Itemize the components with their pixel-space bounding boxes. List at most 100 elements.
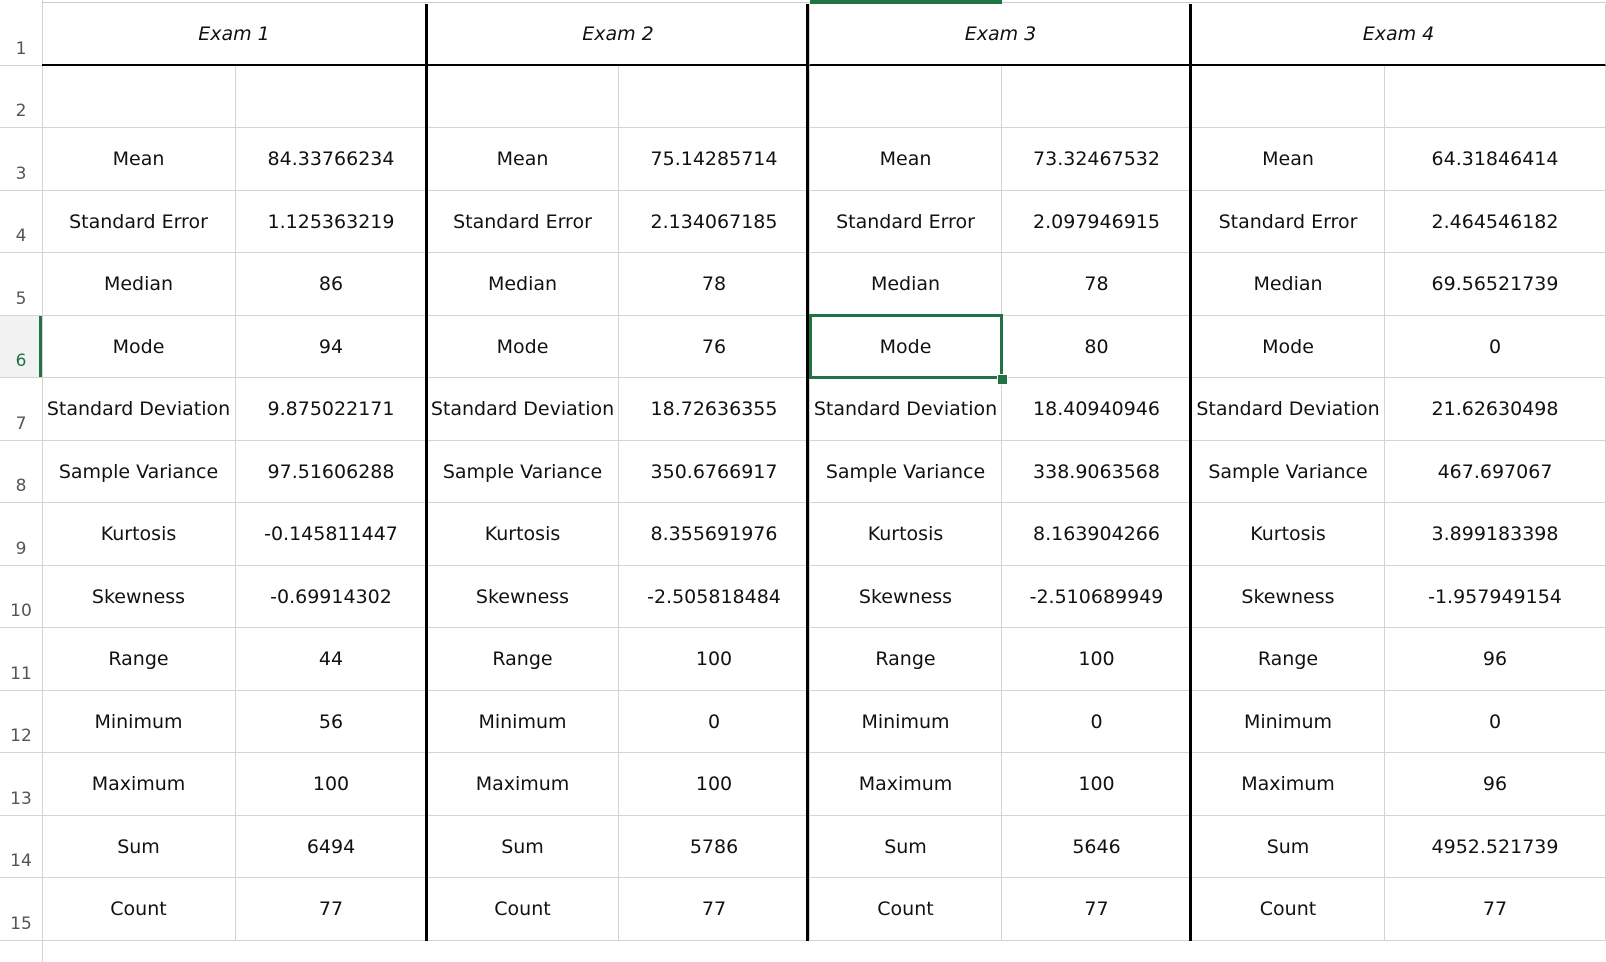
stat-value-cell[interactable]: 84.33766234: [236, 128, 427, 191]
stat-value-cell[interactable]: 69.56521739: [1385, 253, 1606, 316]
empty-cell[interactable]: [810, 66, 1002, 128]
stat-label-cell[interactable]: Mean: [810, 128, 1002, 191]
row-header-7[interactable]: 7: [0, 378, 42, 441]
stat-label-cell[interactable]: Sum: [42, 816, 236, 878]
row-header-6[interactable]: 6: [0, 316, 42, 378]
stat-value-cell[interactable]: -1.957949154: [1385, 566, 1606, 628]
stat-label-cell[interactable]: Sum: [427, 816, 619, 878]
stat-label-cell[interactable]: Standard Error: [810, 191, 1002, 253]
stat-label-cell[interactable]: Standard Deviation: [427, 378, 619, 441]
stat-value-cell[interactable]: 44: [236, 628, 427, 691]
stat-value-cell[interactable]: 2.464546182: [1385, 191, 1606, 253]
stat-value-cell[interactable]: -0.145811447: [236, 503, 427, 566]
stat-label-cell[interactable]: Kurtosis: [427, 503, 619, 566]
stat-value-cell[interactable]: 86: [236, 253, 427, 316]
stat-label-cell[interactable]: Sum: [1192, 816, 1385, 878]
stat-label-cell[interactable]: Skewness: [1192, 566, 1385, 628]
stat-value-cell[interactable]: 8.163904266: [1002, 503, 1192, 566]
stat-label-cell[interactable]: Maximum: [1192, 753, 1385, 816]
stat-value-cell[interactable]: 18.72636355: [619, 378, 810, 441]
stat-value-cell[interactable]: 100: [619, 753, 810, 816]
stat-value-cell[interactable]: 77: [619, 878, 810, 941]
row-header-15[interactable]: 15: [0, 878, 42, 941]
stat-label-cell[interactable]: Mean: [42, 128, 236, 191]
stat-label-cell[interactable]: Sample Variance: [1192, 441, 1385, 503]
stat-label-cell[interactable]: Count: [810, 878, 1002, 941]
stat-value-cell[interactable]: 6494: [236, 816, 427, 878]
stat-value-cell[interactable]: 21.62630498: [1385, 378, 1606, 441]
stat-label-cell[interactable]: Standard Deviation: [1192, 378, 1385, 441]
empty-cell[interactable]: [42, 66, 236, 128]
stat-label-cell[interactable]: Standard Deviation: [810, 378, 1002, 441]
stat-value-cell[interactable]: -2.510689949: [1002, 566, 1192, 628]
stat-label-cell[interactable]: Standard Error: [427, 191, 619, 253]
stat-label-cell[interactable]: Sample Variance: [42, 441, 236, 503]
stat-label-cell[interactable]: Standard Error: [42, 191, 236, 253]
stat-value-cell[interactable]: 1.125363219: [236, 191, 427, 253]
stat-value-cell[interactable]: 76: [619, 316, 810, 378]
stat-label-cell[interactable]: Minimum: [810, 691, 1002, 753]
exam-header-2[interactable]: Exam 2: [427, 4, 810, 66]
empty-cell[interactable]: [236, 66, 427, 128]
row-header-8[interactable]: 8: [0, 441, 42, 503]
stat-label-cell[interactable]: Mode: [42, 316, 236, 378]
stat-value-cell[interactable]: 9.875022171: [236, 378, 427, 441]
stat-value-cell[interactable]: 4952.521739: [1385, 816, 1606, 878]
stat-label-cell[interactable]: Mode: [427, 316, 619, 378]
stat-label-cell[interactable]: Maximum: [42, 753, 236, 816]
row-header-13[interactable]: 13: [0, 753, 42, 816]
stat-label-cell[interactable]: Median: [810, 253, 1002, 316]
stat-label-cell[interactable]: Sample Variance: [810, 441, 1002, 503]
stat-label-cell[interactable]: Count: [42, 878, 236, 941]
stat-label-cell[interactable]: Maximum: [810, 753, 1002, 816]
fill-handle[interactable]: [997, 374, 1008, 385]
empty-cell[interactable]: [1002, 66, 1192, 128]
stat-value-cell[interactable]: 0: [1385, 691, 1606, 753]
stat-value-cell[interactable]: 56: [236, 691, 427, 753]
stat-label-cell[interactable]: Range: [427, 628, 619, 691]
stat-label-cell[interactable]: Sample Variance: [427, 441, 619, 503]
row-header-9[interactable]: 9: [0, 503, 42, 566]
row-header-5[interactable]: 5: [0, 253, 42, 316]
row-header-2[interactable]: 2: [0, 66, 42, 128]
stat-label-cell[interactable]: Range: [1192, 628, 1385, 691]
stat-value-cell[interactable]: 18.40940946: [1002, 378, 1192, 441]
empty-cell[interactable]: [427, 66, 619, 128]
stat-value-cell[interactable]: 5646: [1002, 816, 1192, 878]
stat-value-cell[interactable]: 2.134067185: [619, 191, 810, 253]
row-header-12[interactable]: 12: [0, 691, 42, 753]
stat-value-cell[interactable]: 2.097946915: [1002, 191, 1192, 253]
row-header-11[interactable]: 11: [0, 628, 42, 691]
stat-label-cell[interactable]: Minimum: [1192, 691, 1385, 753]
stat-label-cell[interactable]: Count: [1192, 878, 1385, 941]
row-header-1[interactable]: 1: [0, 4, 42, 66]
stat-label-cell[interactable]: Median: [42, 253, 236, 316]
stat-value-cell[interactable]: 0: [1385, 316, 1606, 378]
stat-label-cell[interactable]: Median: [1192, 253, 1385, 316]
stat-label-cell[interactable]: Mode: [810, 316, 1002, 378]
stat-label-cell[interactable]: Minimum: [427, 691, 619, 753]
stat-value-cell[interactable]: 78: [619, 253, 810, 316]
row-header-3[interactable]: 3: [0, 128, 42, 191]
stat-label-cell[interactable]: Range: [42, 628, 236, 691]
stat-value-cell[interactable]: 94: [236, 316, 427, 378]
stat-value-cell[interactable]: 467.697067: [1385, 441, 1606, 503]
stat-value-cell[interactable]: 100: [1002, 753, 1192, 816]
stat-value-cell[interactable]: 75.14285714: [619, 128, 810, 191]
stat-label-cell[interactable]: Kurtosis: [810, 503, 1002, 566]
stat-value-cell[interactable]: 97.51606288: [236, 441, 427, 503]
stat-value-cell[interactable]: 8.355691976: [619, 503, 810, 566]
exam-header-1[interactable]: Exam 1: [42, 4, 427, 66]
stat-value-cell[interactable]: 5786: [619, 816, 810, 878]
stat-value-cell[interactable]: 77: [1385, 878, 1606, 941]
stat-label-cell[interactable]: Standard Error: [1192, 191, 1385, 253]
stat-value-cell[interactable]: 80: [1002, 316, 1192, 378]
stat-label-cell[interactable]: Skewness: [427, 566, 619, 628]
stat-label-cell[interactable]: Median: [427, 253, 619, 316]
row-header-14[interactable]: 14: [0, 816, 42, 878]
exam-header-3[interactable]: Exam 3: [810, 4, 1192, 66]
stat-label-cell[interactable]: Skewness: [810, 566, 1002, 628]
empty-cell[interactable]: [619, 66, 810, 128]
empty-cell[interactable]: [1385, 66, 1606, 128]
empty-cell[interactable]: [1192, 66, 1385, 128]
